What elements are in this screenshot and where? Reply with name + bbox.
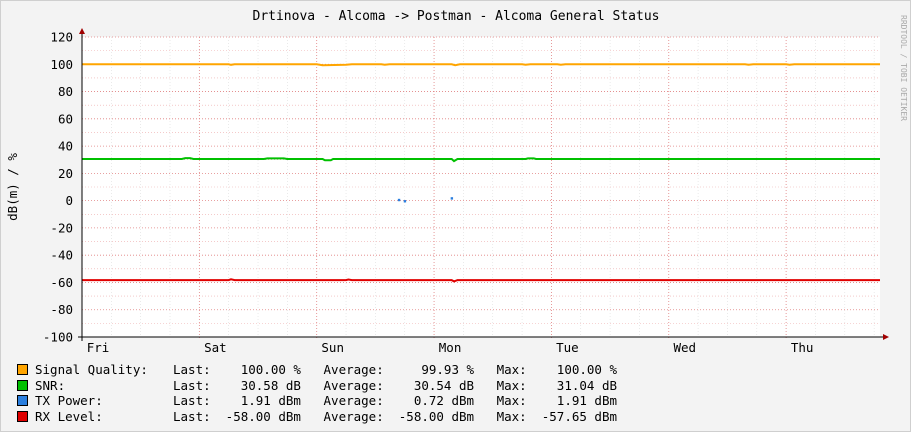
legend-values: Last: 100.00 % Average: 99.93 % Max: 100…	[173, 362, 618, 377]
legend-series-name: SNR:	[35, 377, 66, 393]
y-tick-label: 80	[58, 84, 73, 99]
legend-series-name: RX Level:	[35, 408, 103, 424]
x-tick-label: Wed	[673, 340, 696, 355]
x-tick-label: Fri	[87, 340, 110, 355]
legend-swatch	[17, 364, 28, 376]
y-tick-label: -80	[50, 302, 73, 317]
legend-values: Last: 1.91 dBm Average: 0.72 dBm Max: 1.…	[173, 393, 618, 408]
legend-swatch	[17, 395, 28, 407]
x-tick-labels: Fri Sat Sun Mon Tue Wed Thu	[87, 340, 814, 355]
x-tick-label: Tue	[556, 340, 579, 355]
legend: Signal Quality: Last: 100.00 % Average: 9…	[17, 362, 617, 424]
series-line	[82, 157, 880, 163]
rrd-chart: Drtinova - Alcoma -> Postman - Alcoma Ge…	[5, 9, 908, 355]
series-lines	[82, 63, 880, 283]
legend-row: RX Level: Last: -58.00 dBm Average: -58.0…	[17, 409, 617, 425]
y-tick-label: 40	[58, 139, 73, 154]
y-tick-label: -60	[50, 275, 73, 290]
y-axis-label: dB(m) / %	[5, 153, 20, 221]
rrdtool-watermark: RRDTOOL / TOBI OETIKER	[899, 15, 908, 121]
x-tick-label: Mon	[439, 340, 462, 355]
y-tick-label: 120	[50, 30, 73, 45]
legend-swatch	[17, 410, 28, 422]
legend-series-name: Signal Quality:	[35, 362, 148, 377]
series-line	[82, 63, 880, 67]
axes	[78, 28, 889, 341]
series-point	[403, 200, 407, 203]
y-tick-label: 0	[65, 193, 73, 208]
y-tick-labels: 120 100 80 60 40 20 0 -20 -40 -60 -80 -100	[43, 30, 73, 345]
y-tick-label: -40	[50, 248, 73, 263]
chart-title: Drtinova - Alcoma -> Postman - Alcoma Ge…	[253, 9, 660, 24]
series-point	[450, 197, 454, 200]
legend-swatch	[17, 379, 28, 391]
x-tick-label: Thu	[791, 340, 814, 355]
x-tick-label: Sat	[204, 340, 227, 355]
x-axis-arrow	[883, 334, 889, 340]
legend-values: Last: 30.58 dB Average: 30.54 dB Max: 31…	[173, 377, 618, 393]
legend-row: SNR: Last: 30.58 dB Average: 30.54 dB Max…	[17, 378, 617, 394]
y-tick-label: 20	[58, 166, 73, 181]
grid	[81, 36, 880, 340]
x-tick-label: Sun	[321, 340, 344, 355]
series-point	[397, 198, 401, 202]
y-axis-arrow	[79, 28, 85, 34]
legend-series-name: TX Power:	[35, 393, 103, 408]
series-line	[82, 278, 880, 283]
y-tick-label: -100	[43, 330, 73, 345]
legend-row: TX Power: Last: 1.91 dBm Average: 0.72 dB…	[17, 393, 617, 409]
y-tick-label: -20	[50, 220, 73, 235]
y-tick-label: 60	[58, 111, 73, 126]
legend-row: Signal Quality: Last: 100.00 % Average: 9…	[17, 362, 617, 378]
y-tick-label: 100	[50, 57, 73, 72]
legend-values: Last: -58.00 dBm Average: -58.00 dBm Max…	[173, 408, 618, 424]
